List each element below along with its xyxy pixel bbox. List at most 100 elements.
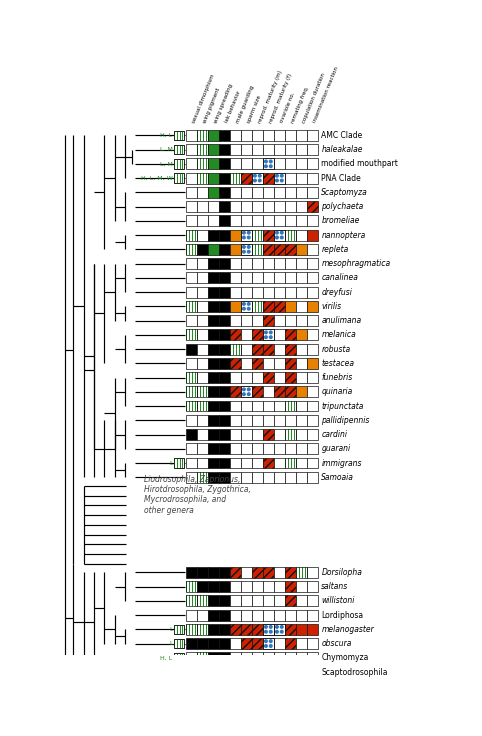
Bar (192, 244, 193, 255)
Bar (219, 286, 230, 297)
Bar (189, 329, 190, 340)
Bar (203, 652, 204, 663)
Bar (219, 301, 230, 312)
Bar (252, 638, 263, 649)
Bar (230, 443, 241, 454)
Bar (241, 624, 252, 634)
Bar (197, 400, 208, 411)
Bar (186, 595, 197, 606)
Bar (285, 609, 296, 620)
Bar (186, 230, 197, 241)
Circle shape (269, 160, 272, 163)
Bar (274, 638, 285, 649)
Bar (197, 624, 208, 634)
Bar (180, 173, 181, 183)
Bar (230, 667, 241, 678)
Bar (294, 458, 295, 469)
Bar (241, 429, 252, 440)
Bar (263, 244, 274, 255)
Bar (230, 386, 241, 397)
Bar (285, 158, 296, 169)
Bar (274, 458, 285, 469)
Circle shape (247, 250, 250, 253)
Bar (186, 344, 197, 355)
Bar (219, 144, 230, 155)
Bar (285, 272, 296, 283)
Bar (285, 400, 296, 411)
Bar (241, 286, 252, 297)
Bar (307, 201, 318, 212)
Text: obscura: obscura (321, 639, 352, 648)
Bar (197, 158, 208, 169)
Circle shape (281, 174, 283, 177)
Bar (241, 230, 252, 241)
Bar (285, 244, 296, 255)
Bar (182, 173, 183, 183)
Text: ovariole no.: ovariole no. (280, 92, 296, 124)
Bar (206, 130, 207, 141)
Circle shape (276, 236, 278, 238)
Bar (274, 386, 285, 397)
Bar (285, 230, 296, 241)
Bar (296, 667, 307, 678)
Bar (241, 400, 252, 411)
Bar (263, 567, 274, 578)
Bar (263, 638, 274, 649)
Bar (174, 459, 184, 468)
Bar (197, 130, 208, 141)
Bar (197, 567, 208, 578)
Bar (263, 258, 274, 269)
Bar (200, 624, 201, 634)
Bar (230, 187, 241, 198)
Bar (230, 258, 241, 269)
Bar (285, 429, 296, 440)
Circle shape (276, 174, 278, 177)
Bar (186, 581, 197, 592)
Circle shape (242, 231, 245, 234)
Bar (230, 201, 241, 212)
Bar (208, 301, 219, 312)
Bar (208, 187, 219, 198)
Bar (186, 638, 197, 649)
Bar (274, 244, 285, 255)
Bar (307, 258, 318, 269)
Bar (263, 272, 274, 283)
Bar (274, 173, 285, 183)
Bar (274, 624, 285, 634)
Bar (203, 386, 204, 397)
Bar (263, 609, 274, 620)
Bar (219, 201, 230, 212)
Bar (177, 173, 178, 183)
Circle shape (265, 626, 267, 629)
Bar (197, 144, 208, 155)
Bar (263, 286, 274, 297)
Bar (296, 567, 307, 578)
Bar (208, 244, 219, 255)
Bar (180, 459, 181, 468)
Bar (186, 595, 187, 606)
Text: L, M: L, M (160, 161, 173, 166)
Bar (241, 130, 252, 141)
Bar (186, 400, 197, 411)
Bar (195, 386, 196, 397)
Bar (208, 130, 219, 141)
Bar (230, 472, 241, 483)
Bar (186, 667, 197, 678)
Bar (252, 386, 263, 397)
Bar (241, 344, 252, 355)
Circle shape (269, 336, 272, 339)
Bar (252, 429, 263, 440)
Bar (197, 286, 208, 297)
Bar (197, 230, 208, 241)
Text: nannoptera: nannoptera (321, 230, 366, 240)
Bar (274, 581, 285, 592)
Circle shape (281, 179, 283, 182)
Bar (230, 358, 241, 369)
Bar (307, 230, 318, 241)
Bar (197, 458, 208, 469)
Bar (263, 144, 274, 155)
Bar (219, 315, 230, 326)
Circle shape (269, 165, 272, 168)
Bar (241, 230, 252, 241)
Bar (252, 372, 263, 383)
